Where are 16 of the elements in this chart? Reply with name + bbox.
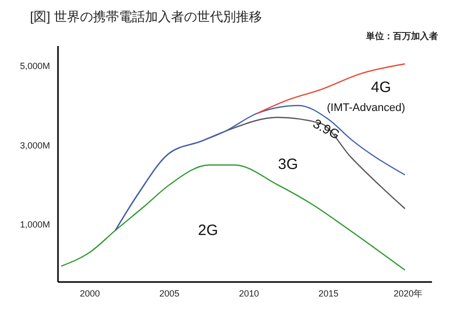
annotation: (IMT-Advanced) [326, 102, 406, 114]
chart-title: [図] 世界の携帯電話加入者の世代別推移 [30, 8, 262, 26]
x-tick-label: 2020年 [394, 288, 423, 298]
x-tick-label: 2005 [159, 288, 180, 298]
y-tick-label: 3,000M [20, 140, 50, 150]
x-tick-label: 2010 [238, 288, 259, 298]
annotation: 4G [370, 78, 392, 96]
line-series [256, 63, 406, 114]
x-tick-label: 2000 [80, 288, 100, 298]
annotation: 3.9G [310, 116, 342, 142]
chart-subtitle: 単位：百万加入者 [366, 30, 438, 43]
y-tick-label: 5,000M [20, 61, 50, 72]
x-tick-label: 2015 [318, 288, 339, 298]
y-tick-label: 1,000M [20, 220, 50, 230]
annotation: 3G [278, 156, 298, 173]
annotation: 2G [198, 222, 218, 239]
